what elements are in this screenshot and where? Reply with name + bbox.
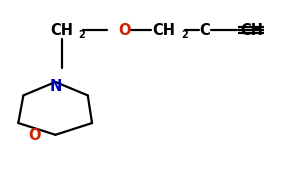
Text: 2: 2: [79, 30, 86, 40]
Text: CH: CH: [152, 22, 176, 38]
Text: 2: 2: [181, 30, 188, 40]
Text: O: O: [28, 128, 41, 143]
Text: O: O: [118, 22, 130, 38]
Text: N: N: [50, 79, 62, 94]
Text: C: C: [200, 22, 210, 38]
Text: CH: CH: [50, 22, 73, 38]
Text: CH: CH: [240, 22, 263, 38]
